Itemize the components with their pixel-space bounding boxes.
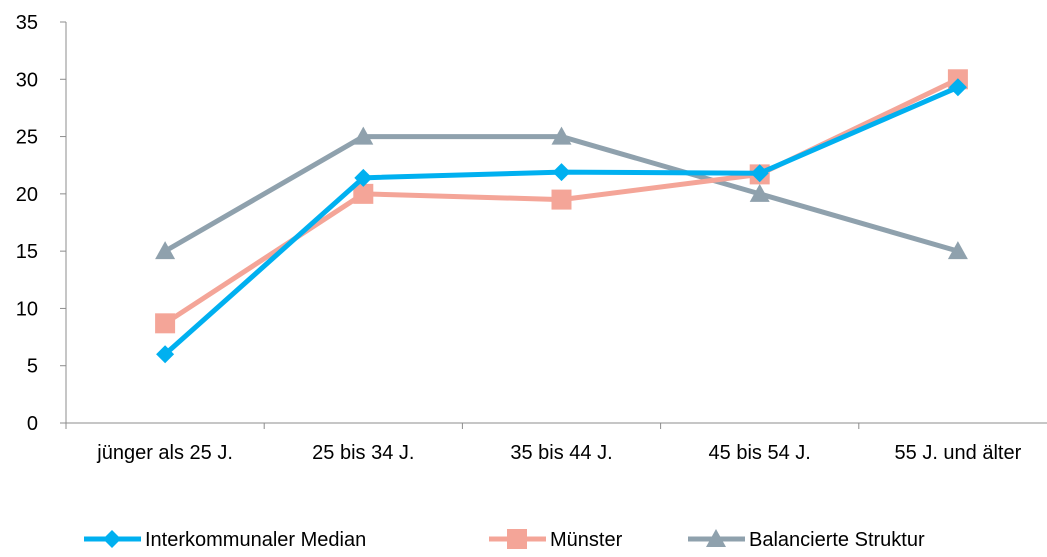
data-point	[353, 183, 374, 204]
legend-marker	[706, 529, 726, 547]
data-point	[750, 164, 769, 183]
legend-marker	[103, 530, 121, 548]
legend-label: Balancierte Struktur	[749, 529, 925, 551]
y-tick-label: 0	[27, 413, 38, 435]
x-tick-label: 45 bis 54 J.	[709, 442, 811, 464]
legend-marker	[507, 529, 527, 549]
data-point	[551, 126, 572, 145]
data-point	[552, 163, 571, 182]
series-interkommunaler-median	[156, 78, 967, 364]
y-tick-label: 30	[16, 69, 38, 91]
legend-item: Münster	[489, 529, 623, 551]
legend-item: Balancierte Struktur	[688, 529, 925, 551]
y-tick-label: 20	[16, 184, 38, 206]
x-tick-label: 25 bis 34 J.	[312, 442, 414, 464]
data-point	[947, 241, 968, 260]
data-point	[155, 313, 176, 334]
data-point	[551, 189, 572, 210]
x-tick-label: 55 J. und älter	[895, 442, 1022, 464]
y-tick-label: 25	[16, 127, 38, 149]
data-point	[948, 78, 967, 97]
x-tick-label: 35 bis 44 J.	[510, 442, 612, 464]
legend-label: Münster	[550, 529, 623, 551]
legend-label: Interkommunaler Median	[145, 529, 366, 551]
data-point	[354, 168, 373, 187]
legend: Interkommunaler Median Münster Balancierte…	[84, 529, 925, 551]
y-tick-label: 10	[16, 298, 38, 320]
x-tick-label: jünger als 25 J.	[96, 442, 233, 464]
y-tick-label: 15	[16, 241, 38, 263]
series-layer	[155, 69, 968, 364]
series-balancierte-struktur	[155, 126, 968, 260]
series-m-nster	[155, 69, 968, 334]
data-point	[155, 241, 176, 260]
y-tick-label: 5	[27, 356, 38, 378]
axes: 0 5 10 15 20 25 30 35 jünger als 25 J. 25 bis 34 …	[16, 12, 1047, 464]
y-tick-label: 35	[16, 12, 38, 34]
legend-item: Interkommunaler Median	[84, 529, 366, 551]
data-point	[353, 126, 374, 145]
data-point	[156, 345, 175, 364]
data-point	[749, 183, 770, 202]
